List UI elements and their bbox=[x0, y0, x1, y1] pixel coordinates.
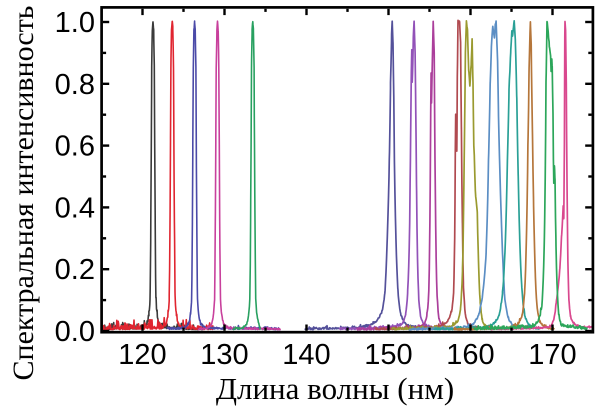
svg-text:160: 160 bbox=[446, 339, 494, 371]
svg-text:120: 120 bbox=[118, 339, 166, 371]
svg-text:Длина волны (нм): Длина волны (нм) bbox=[216, 371, 454, 406]
svg-text:0.8: 0.8 bbox=[55, 69, 95, 101]
svg-text:0.6: 0.6 bbox=[55, 131, 95, 163]
svg-text:1.0: 1.0 bbox=[55, 7, 95, 39]
svg-text:0.2: 0.2 bbox=[55, 254, 95, 286]
svg-text:170: 170 bbox=[528, 339, 576, 371]
svg-text:0.4: 0.4 bbox=[55, 192, 95, 224]
svg-text:130: 130 bbox=[200, 339, 248, 371]
svg-text:Спектральная интенсивность: Спектральная интенсивность bbox=[7, 6, 40, 381]
svg-text:0.0: 0.0 bbox=[55, 316, 95, 348]
svg-text:150: 150 bbox=[364, 339, 412, 371]
svg-text:140: 140 bbox=[282, 339, 330, 371]
